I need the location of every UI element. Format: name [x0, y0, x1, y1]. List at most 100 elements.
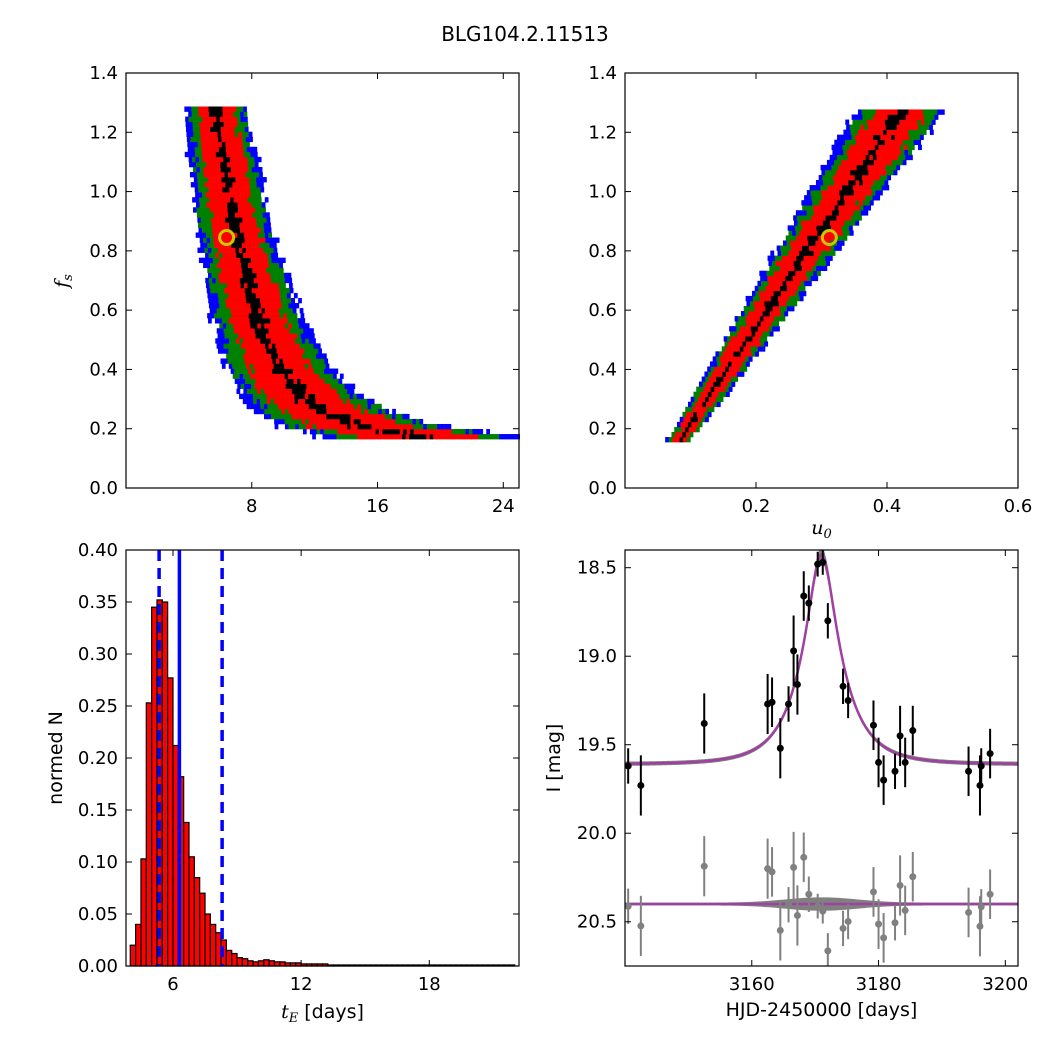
heatmap-cell	[235, 292, 239, 299]
heatmap-cell	[773, 270, 778, 277]
heatmap-cell	[313, 343, 318, 349]
heatmap-cell	[857, 169, 862, 176]
heatmap-cell	[243, 323, 248, 329]
heatmap-cell	[928, 119, 933, 125]
heatmap-cell	[245, 131, 250, 138]
heatmap-cell	[218, 177, 222, 183]
heatmap-cell	[260, 277, 265, 284]
heatmap-cell	[763, 336, 768, 342]
heatmap-cell	[685, 426, 689, 433]
heatmap-cell	[308, 393, 313, 400]
heatmap-cell	[360, 418, 365, 425]
heatmap-cell	[798, 290, 803, 297]
heatmap-cell	[805, 245, 810, 251]
heatmap-cell	[333, 388, 338, 395]
heatmap-cell	[244, 121, 249, 127]
heatmap-cell	[252, 348, 257, 354]
heatmap-cell	[209, 116, 214, 122]
heatmap-cell	[211, 222, 216, 228]
heatmap-cell	[430, 423, 434, 430]
heatmap-cell	[214, 247, 219, 253]
heatmap-cell	[243, 373, 247, 379]
heatmap-cell	[251, 262, 256, 269]
heatmap-cell	[316, 388, 320, 395]
heatmap-cell	[259, 247, 264, 253]
heatmap-cell	[315, 413, 320, 420]
heatmap-cell	[412, 423, 417, 430]
heatmap-cell	[824, 210, 829, 216]
x-tick-label: 3160	[729, 974, 775, 995]
heatmap-cell	[254, 232, 259, 238]
heatmap-cell	[189, 126, 194, 132]
heatmap-cell	[265, 358, 270, 364]
heatmap-cell	[287, 272, 292, 279]
heatmap-cell	[249, 318, 254, 324]
heatmap-cell	[233, 343, 238, 349]
heatmap-cell	[440, 434, 444, 440]
heatmap-cell	[801, 285, 806, 292]
heatmap-cell	[194, 187, 199, 193]
heatmap-cell	[289, 282, 293, 289]
heatmap-cell	[226, 353, 230, 359]
heatmap-cell	[291, 373, 296, 379]
heatmap-cell	[193, 172, 198, 178]
heatmap-cell	[894, 154, 899, 161]
heatmap-cell	[197, 177, 202, 183]
heatmap-cell	[718, 391, 723, 397]
x-tick-label: 24	[492, 496, 515, 517]
heatmap-cell	[863, 205, 868, 211]
heatmap-cell	[250, 232, 255, 238]
heatmap-cell	[697, 396, 702, 403]
heatmap-cell	[215, 146, 220, 153]
heatmap-cell	[794, 285, 799, 292]
heatmap-cell	[231, 166, 235, 173]
heatmap-cell	[842, 230, 847, 236]
heatmap-cell	[223, 262, 228, 269]
heatmap-cell	[205, 156, 210, 163]
heatmap-cell	[776, 305, 781, 312]
heatmap-cell	[241, 237, 245, 243]
heatmap-cell	[351, 383, 356, 389]
data-point	[891, 767, 899, 775]
heatmap-cell	[284, 398, 289, 405]
heatmap-cell	[829, 215, 834, 221]
heatmap-cell	[212, 282, 217, 289]
heatmap-cell	[281, 418, 285, 425]
heatmap-cell	[706, 406, 711, 413]
heatmap-cell	[266, 217, 271, 223]
heatmap-cell	[771, 280, 776, 287]
heatmap-cell	[361, 429, 366, 435]
heatmap-cell	[282, 282, 286, 289]
heatmap-cell	[297, 363, 302, 369]
heatmap-cell	[260, 227, 265, 233]
heatmap-cell	[282, 343, 287, 349]
heatmap-cell	[197, 141, 202, 148]
heatmap-cell	[253, 252, 258, 258]
heatmap-cell	[237, 343, 242, 349]
heatmap-cell	[891, 114, 896, 120]
y-tick-label: 0.0	[588, 478, 617, 499]
heatmap-cell	[286, 368, 290, 374]
heatmap-cell	[277, 363, 281, 369]
model-curve	[625, 552, 1018, 765]
heatmap-cell	[468, 429, 473, 435]
heatmap-cell	[806, 190, 811, 196]
heatmap-cell	[789, 300, 794, 307]
heatmap-cell	[235, 272, 240, 279]
heatmap-cell	[228, 272, 233, 279]
heatmap-cell	[748, 356, 753, 362]
heatmap-cell	[772, 305, 777, 312]
heatmap-cell	[844, 220, 849, 226]
heatmap-cell	[708, 371, 712, 377]
heatmap-cell	[221, 131, 225, 138]
heatmap-cell	[825, 255, 830, 261]
heatmap-cell	[791, 290, 796, 297]
heatmap-cell	[259, 272, 264, 279]
heatmap-cell	[253, 373, 258, 379]
heatmap-cell	[901, 134, 906, 140]
heatmap-cell	[207, 267, 212, 274]
heatmap-cell	[841, 180, 846, 186]
heatmap-cell	[684, 421, 689, 428]
heatmap-cell	[815, 200, 820, 206]
heatmap-cell	[256, 187, 261, 193]
